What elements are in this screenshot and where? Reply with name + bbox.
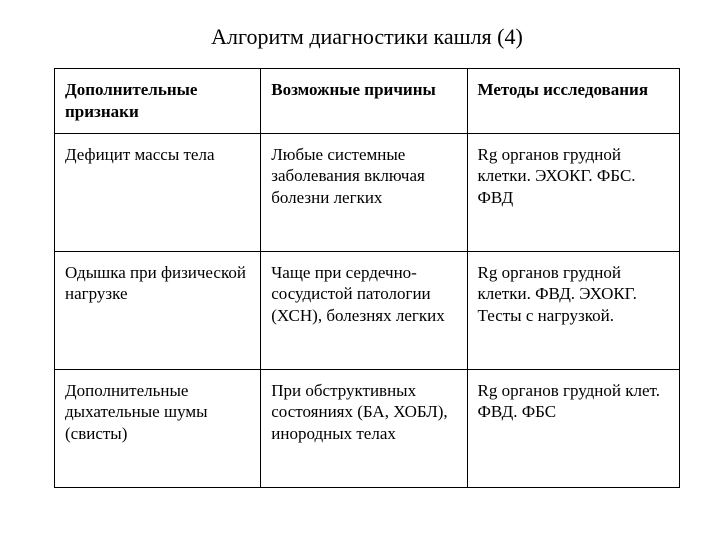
col-header-methods: Методы исследования bbox=[467, 69, 680, 134]
col-header-signs: Дополнительные признаки bbox=[55, 69, 261, 134]
table-row: Дополнительные дыхательные шумы (свисты)… bbox=[55, 369, 680, 487]
cell: Чаще при сердечно-сосудистой патологии (… bbox=[261, 251, 467, 369]
table-header-row: Дополнительные признаки Возможные причин… bbox=[55, 69, 680, 134]
diagnostics-table: Дополнительные признаки Возможные причин… bbox=[54, 68, 680, 488]
col-header-causes: Возможные причины bbox=[261, 69, 467, 134]
cell: Rg органов грудной клетки. ФВД. ЭХОКГ. Т… bbox=[467, 251, 680, 369]
cell: Одышка при физической нагрузке bbox=[55, 251, 261, 369]
cell: Дефицит массы тела bbox=[55, 133, 261, 251]
cell: Любые системные заболевания включая боле… bbox=[261, 133, 467, 251]
page-title: Алгоритм диагностики кашля (4) bbox=[54, 24, 680, 50]
cell: Дополнительные дыхательные шумы (свисты) bbox=[55, 369, 261, 487]
cell: Rg органов грудной клетки. ЭХОКГ. ФБС. Ф… bbox=[467, 133, 680, 251]
slide: Алгоритм диагностики кашля (4) Дополните… bbox=[0, 0, 720, 540]
cell: При обструктивных состояниях (БА, ХОБЛ),… bbox=[261, 369, 467, 487]
table-row: Одышка при физической нагрузке Чаще при … bbox=[55, 251, 680, 369]
cell: Rg органов грудной клет. ФВД. ФБС bbox=[467, 369, 680, 487]
table-row: Дефицит массы тела Любые системные забол… bbox=[55, 133, 680, 251]
